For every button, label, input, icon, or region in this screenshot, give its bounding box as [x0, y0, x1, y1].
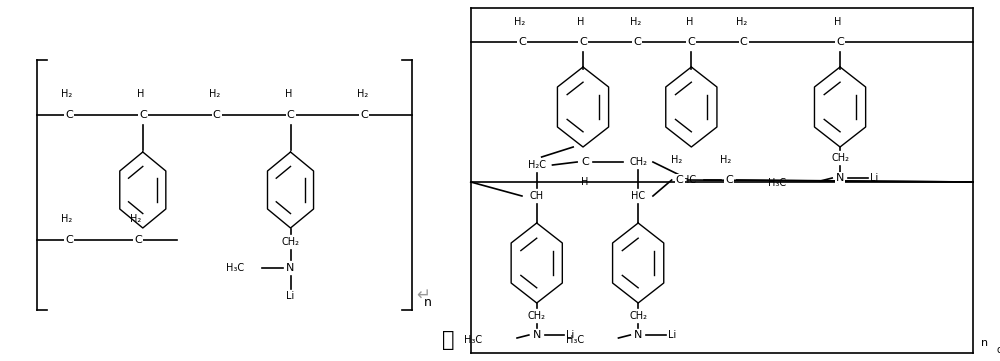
Text: H₂: H₂	[736, 17, 747, 27]
Text: N: N	[634, 330, 642, 340]
Text: C: C	[65, 235, 73, 245]
Text: n: n	[423, 296, 431, 309]
Text: H: H	[581, 177, 589, 187]
Text: H₂: H₂	[720, 155, 731, 165]
Text: H: H	[285, 89, 292, 99]
Text: CH₂: CH₂	[831, 153, 849, 163]
Text: n: n	[981, 338, 988, 348]
Text: C: C	[134, 235, 142, 245]
Text: H₂: H₂	[209, 89, 220, 99]
Text: C: C	[687, 37, 695, 47]
Text: H: H	[577, 17, 585, 27]
Text: C: C	[740, 37, 747, 47]
Text: N: N	[286, 263, 295, 273]
Text: H₃C: H₃C	[566, 335, 584, 345]
Text: H₂C: H₂C	[528, 160, 546, 170]
Text: N: N	[533, 330, 541, 340]
Text: CH₂: CH₂	[528, 311, 546, 321]
Text: H₃C: H₃C	[464, 335, 483, 345]
Text: C: C	[581, 157, 589, 167]
Text: Li: Li	[668, 330, 676, 340]
Text: H: H	[686, 17, 693, 27]
Text: o: o	[997, 345, 1000, 355]
Text: H₂: H₂	[671, 155, 682, 165]
Text: C: C	[676, 175, 683, 185]
Text: CH₂: CH₂	[282, 237, 300, 247]
Text: N: N	[836, 173, 844, 183]
Text: C: C	[213, 110, 221, 120]
Text: C: C	[579, 37, 587, 47]
Text: H₂: H₂	[61, 89, 73, 99]
Text: Li: Li	[870, 173, 878, 183]
Text: C: C	[725, 175, 733, 185]
Text: H₂: H₂	[130, 214, 142, 224]
Text: H₂: H₂	[357, 89, 368, 99]
Text: CH₂: CH₂	[629, 157, 647, 167]
Text: C: C	[139, 110, 147, 120]
Text: ↵: ↵	[417, 286, 430, 304]
Text: Li: Li	[566, 330, 575, 340]
Text: C: C	[518, 37, 526, 47]
Text: C: C	[361, 110, 368, 120]
Text: C: C	[65, 110, 73, 120]
Text: CH₂: CH₂	[629, 311, 647, 321]
Text: H₃C: H₃C	[768, 178, 786, 188]
Text: HC: HC	[631, 191, 645, 201]
Text: C: C	[836, 37, 844, 47]
Text: C: C	[633, 37, 641, 47]
Text: Li: Li	[286, 291, 295, 301]
Text: H: H	[137, 89, 145, 99]
Text: H: H	[834, 17, 842, 27]
Text: C: C	[287, 110, 294, 120]
Text: CH: CH	[530, 191, 544, 201]
Text: HC: HC	[682, 175, 696, 185]
Text: H₂: H₂	[514, 17, 526, 27]
Text: H₂: H₂	[630, 17, 641, 27]
Text: 或: 或	[442, 330, 454, 350]
Text: H₂: H₂	[61, 214, 73, 224]
Text: H₃C: H₃C	[226, 263, 244, 273]
